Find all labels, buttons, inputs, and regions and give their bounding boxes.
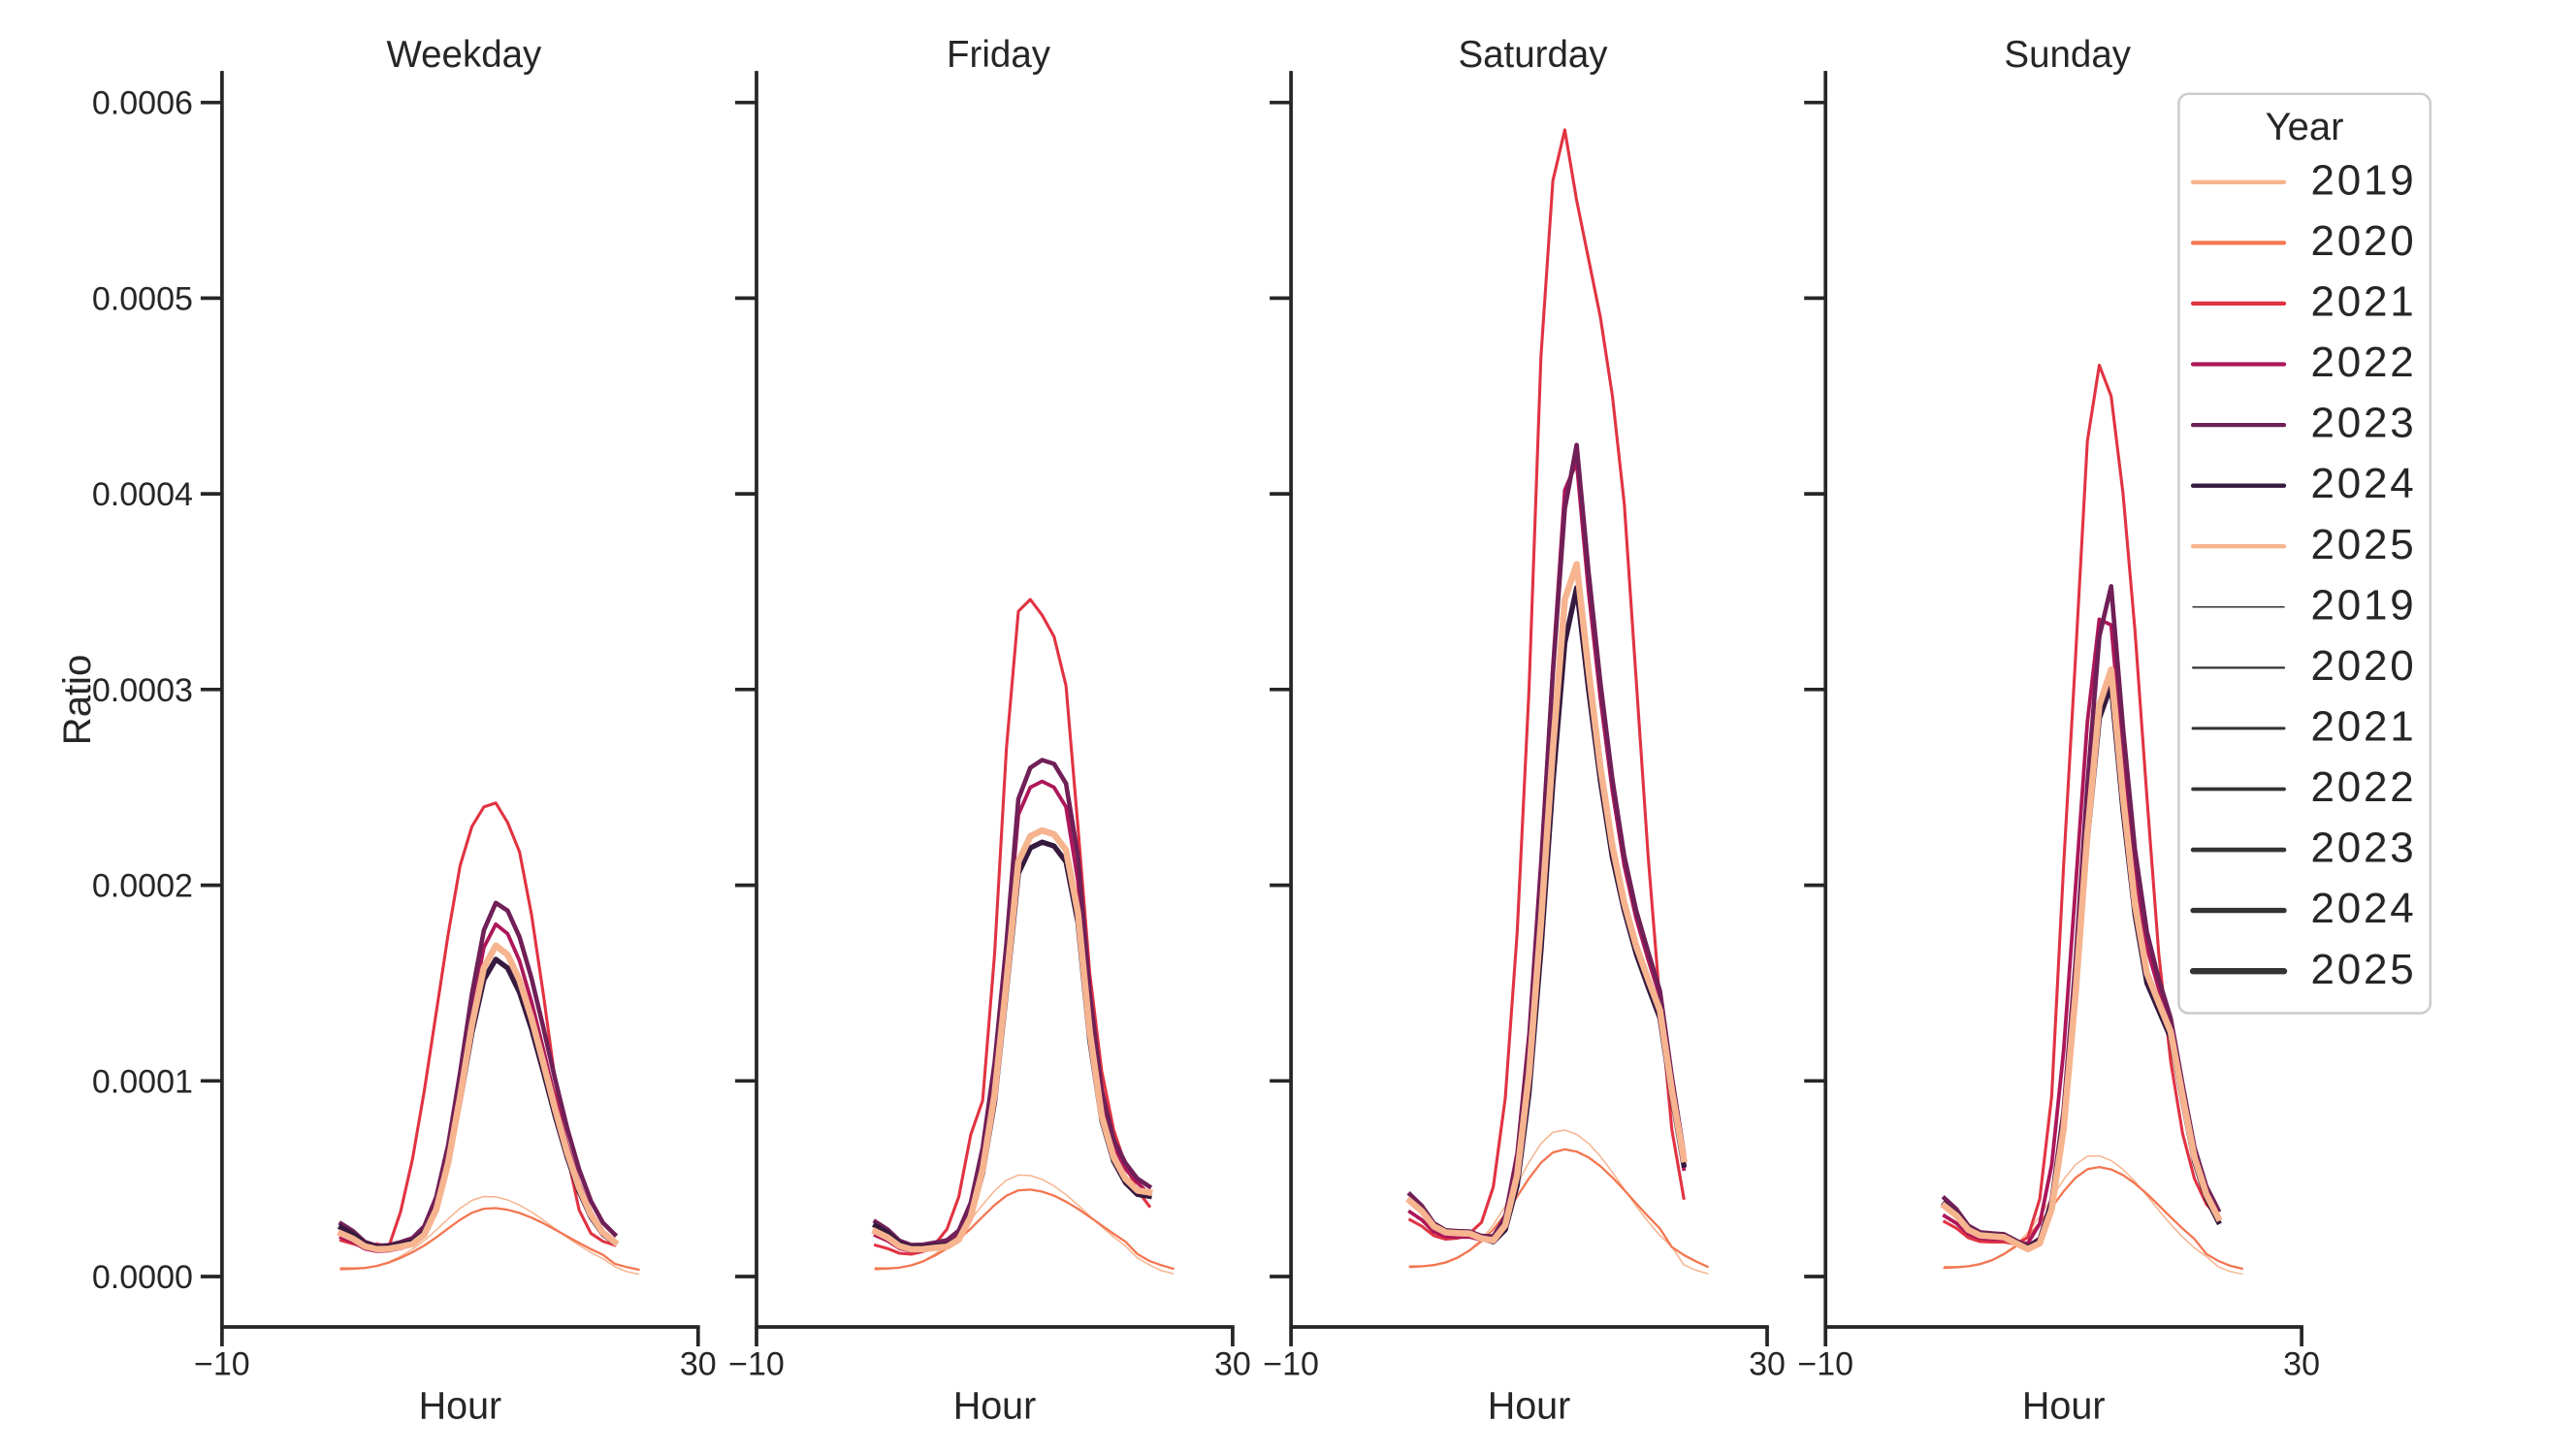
svg-text:2020: 2020 bbox=[2311, 217, 2417, 265]
svg-text:−10: −10 bbox=[194, 1346, 250, 1383]
svg-text:30: 30 bbox=[1214, 1346, 1251, 1383]
svg-text:2025: 2025 bbox=[2311, 521, 2417, 568]
svg-text:−10: −10 bbox=[1263, 1346, 1319, 1383]
svg-text:Hour: Hour bbox=[2022, 1385, 2106, 1428]
svg-text:0.0000: 0.0000 bbox=[92, 1259, 193, 1296]
svg-text:2024: 2024 bbox=[2311, 885, 2417, 932]
svg-text:2019: 2019 bbox=[2311, 156, 2417, 204]
svg-text:Ratio: Ratio bbox=[56, 655, 99, 745]
svg-text:Saturday: Saturday bbox=[1458, 34, 1608, 76]
svg-text:2021: 2021 bbox=[2311, 278, 2417, 326]
svg-text:2025: 2025 bbox=[2311, 946, 2417, 993]
svg-text:0.0006: 0.0006 bbox=[92, 85, 193, 122]
svg-text:2019: 2019 bbox=[2311, 581, 2417, 629]
svg-text:Year: Year bbox=[2266, 106, 2344, 148]
svg-text:2024: 2024 bbox=[2311, 460, 2417, 507]
svg-text:2023: 2023 bbox=[2311, 400, 2417, 447]
svg-text:30: 30 bbox=[1749, 1346, 1786, 1383]
svg-text:2021: 2021 bbox=[2311, 703, 2417, 751]
svg-text:Hour: Hour bbox=[419, 1385, 502, 1428]
svg-text:0.0003: 0.0003 bbox=[92, 672, 193, 709]
svg-text:2020: 2020 bbox=[2311, 642, 2417, 690]
svg-text:0.0001: 0.0001 bbox=[92, 1063, 193, 1100]
svg-text:2023: 2023 bbox=[2311, 824, 2417, 872]
svg-text:−10: −10 bbox=[1797, 1346, 1853, 1383]
svg-text:Weekday: Weekday bbox=[387, 34, 543, 76]
svg-text:30: 30 bbox=[2283, 1346, 2320, 1383]
svg-text:−10: −10 bbox=[728, 1346, 785, 1383]
svg-text:Friday: Friday bbox=[947, 34, 1051, 76]
svg-text:Hour: Hour bbox=[1488, 1385, 1571, 1428]
svg-text:2022: 2022 bbox=[2311, 763, 2417, 811]
svg-text:0.0002: 0.0002 bbox=[92, 868, 193, 905]
svg-text:2022: 2022 bbox=[2311, 339, 2417, 386]
svg-text:30: 30 bbox=[680, 1346, 717, 1383]
svg-text:0.0004: 0.0004 bbox=[92, 476, 193, 513]
svg-text:0.0005: 0.0005 bbox=[92, 280, 193, 317]
svg-text:Hour: Hour bbox=[953, 1385, 1037, 1428]
svg-text:Sunday: Sunday bbox=[2004, 34, 2131, 76]
